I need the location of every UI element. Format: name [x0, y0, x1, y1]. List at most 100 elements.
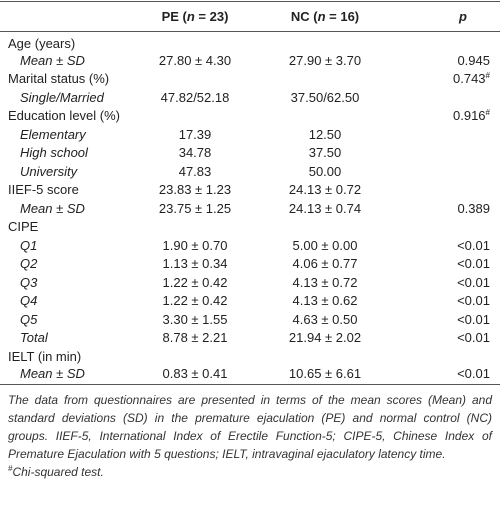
p-value-cell: 0.389: [390, 199, 500, 218]
row-label: High school: [20, 145, 88, 161]
p-value-cell: <0.01: [390, 273, 500, 292]
value-cell: [130, 32, 260, 52]
p-value: <0.01: [457, 293, 490, 309]
value-cell: 21.94 ± 2.02: [288, 330, 362, 346]
value-cell: 23.75 ± 1.25: [158, 200, 232, 216]
value-cell: 1.22 ± 0.42: [162, 274, 228, 290]
header-text: = 16): [325, 9, 360, 24]
row-label: University: [20, 163, 78, 179]
row-label: Single/Married: [20, 89, 104, 105]
value-cell: 24.13 ± 0.72: [288, 182, 362, 198]
p-value: 0.945: [457, 52, 490, 68]
value-cell: 10.65 ± 6.61: [288, 366, 362, 381]
header-row: PE (n = 23) NC (n = 16) p: [0, 1, 500, 32]
table-row: Age (years): [0, 32, 500, 52]
value-cell: [260, 70, 390, 89]
row-label: Elementary: [20, 126, 86, 142]
p-value: 0.389: [457, 200, 490, 216]
header-text: = 23): [194, 9, 229, 24]
footnote: The data from questionnaires are present…: [0, 385, 500, 481]
row-label: Q2: [20, 256, 38, 272]
value-cell: 27.90 ± 3.70: [288, 52, 362, 68]
footnote-text: The data from questionnaires are present…: [8, 392, 492, 461]
p-value: <0.01: [457, 311, 490, 327]
data-table: PE (n = 23) NC (n = 16) p Age (years) Mean …: [0, 1, 500, 385]
row-label: CIPE: [8, 219, 39, 235]
value-cell: 4.13 ± 0.72: [292, 274, 358, 290]
p-value-cell: 0.916#: [390, 107, 500, 126]
p-value: <0.01: [457, 330, 490, 346]
row-label: Q5: [20, 311, 38, 327]
p-value: <0.01: [457, 274, 490, 290]
p-value-cell: [390, 144, 500, 163]
value-cell: [130, 107, 260, 126]
p-value-cell: [390, 218, 500, 237]
p-value-cell: 0.743#: [390, 70, 500, 89]
value-cell: [260, 32, 390, 52]
table-row: Mean ± SD 27.80 ± 4.30 27.90 ± 3.70 0.945: [0, 51, 500, 70]
value-cell: 8.78 ± 2.21: [162, 330, 228, 346]
p-value: <0.01: [457, 237, 490, 253]
value-cell: [130, 70, 260, 89]
value-cell: 27.80 ± 4.30: [158, 52, 232, 68]
p-value: <0.01: [457, 256, 490, 272]
table-row: Elementary 17.39 12.50: [0, 125, 500, 144]
p-value-cell: <0.01: [390, 366, 500, 385]
value-cell: 0.83 ± 0.41: [162, 366, 228, 381]
table-body: Age (years) Mean ± SD 27.80 ± 4.30 27.90 ± …: [0, 32, 500, 385]
value-cell: 37.50: [308, 145, 342, 161]
value-cell: [260, 107, 390, 126]
table-row: Single/Married 47.82/52.18 37.50/62.50: [0, 88, 500, 107]
value-cell: [130, 347, 260, 366]
p-value-mark: #: [485, 108, 490, 118]
p-value-cell: [390, 32, 500, 52]
value-cell: 47.82/52.18: [160, 89, 230, 105]
value-cell: [130, 218, 260, 237]
row-label: Q4: [20, 293, 38, 309]
value-cell: 24.13 ± 0.74: [288, 200, 362, 216]
p-value: 0.916: [453, 108, 486, 124]
table-row: Mean ± SD 23.75 ± 1.25 24.13 ± 0.74 0.389: [0, 199, 500, 218]
value-cell: 50.00: [308, 163, 342, 179]
header-cell: p: [390, 2, 500, 32]
value-cell: 12.50: [308, 126, 342, 142]
p-value-cell: <0.01: [390, 255, 500, 274]
row-label: Marital status (%): [8, 71, 110, 87]
row-label: Mean ± SD: [20, 366, 85, 381]
value-cell: 47.83: [178, 163, 212, 179]
header-cell: PE (n = 23): [130, 2, 260, 32]
p-value-cell: <0.01: [390, 310, 500, 329]
value-cell: 34.78: [178, 145, 212, 161]
value-cell: 4.63 ± 0.50: [292, 311, 358, 327]
table-row: IIEF-5 score 23.83 ± 1.23 24.13 ± 0.72: [0, 181, 500, 200]
table-row: CIPE: [0, 218, 500, 237]
row-label: IELT (in min): [8, 348, 82, 364]
p-value-cell: [390, 162, 500, 181]
value-cell: 23.83 ± 1.23: [158, 182, 232, 198]
table-row: Q5 3.30 ± 1.55 4.63 ± 0.50 <0.01: [0, 310, 500, 329]
header-text: NC (: [290, 9, 318, 24]
table-row: Q4 1.22 ± 0.42 4.13 ± 0.62 <0.01: [0, 292, 500, 311]
p-value-cell: [390, 347, 500, 366]
table-row: Marital status (%) 0.743#: [0, 70, 500, 89]
table-row: Q1 1.90 ± 0.70 5.00 ± 0.00 <0.01: [0, 236, 500, 255]
value-cell: 4.13 ± 0.62: [292, 293, 358, 309]
table-row: Q2 1.13 ± 0.34 4.06 ± 0.77 <0.01: [0, 255, 500, 274]
p-value-cell: [390, 125, 500, 144]
row-label: Age (years): [8, 36, 76, 51]
table-row: University 47.83 50.00: [0, 162, 500, 181]
p-value: <0.01: [457, 366, 490, 381]
table-row: Mean ± SD 0.83 ± 0.41 10.65 ± 6.61 <0.01: [0, 366, 500, 385]
row-label: Education level (%): [8, 108, 120, 124]
table-row: IELT (in min): [0, 347, 500, 366]
footnote-mark: #: [8, 463, 13, 473]
value-cell: 4.06 ± 0.77: [292, 256, 358, 272]
p-value-cell: <0.01: [390, 236, 500, 255]
value-cell: 1.22 ± 0.42: [162, 293, 228, 309]
row-label: Q3: [20, 274, 38, 290]
header-italic: p: [459, 9, 467, 24]
header-italic: n: [186, 9, 195, 24]
p-value-cell: [390, 181, 500, 200]
header-cell: [0, 2, 130, 32]
header-cell: NC (n = 16): [260, 2, 390, 32]
